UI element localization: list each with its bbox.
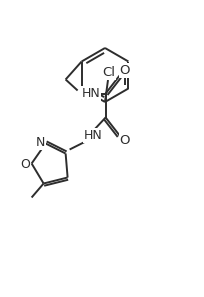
Text: Cl: Cl <box>102 67 115 80</box>
Text: O: O <box>119 64 129 77</box>
Text: O: O <box>119 134 129 147</box>
Text: O: O <box>21 158 30 171</box>
Text: HN: HN <box>83 129 102 142</box>
Text: N: N <box>36 136 45 149</box>
Text: HN: HN <box>81 87 100 100</box>
